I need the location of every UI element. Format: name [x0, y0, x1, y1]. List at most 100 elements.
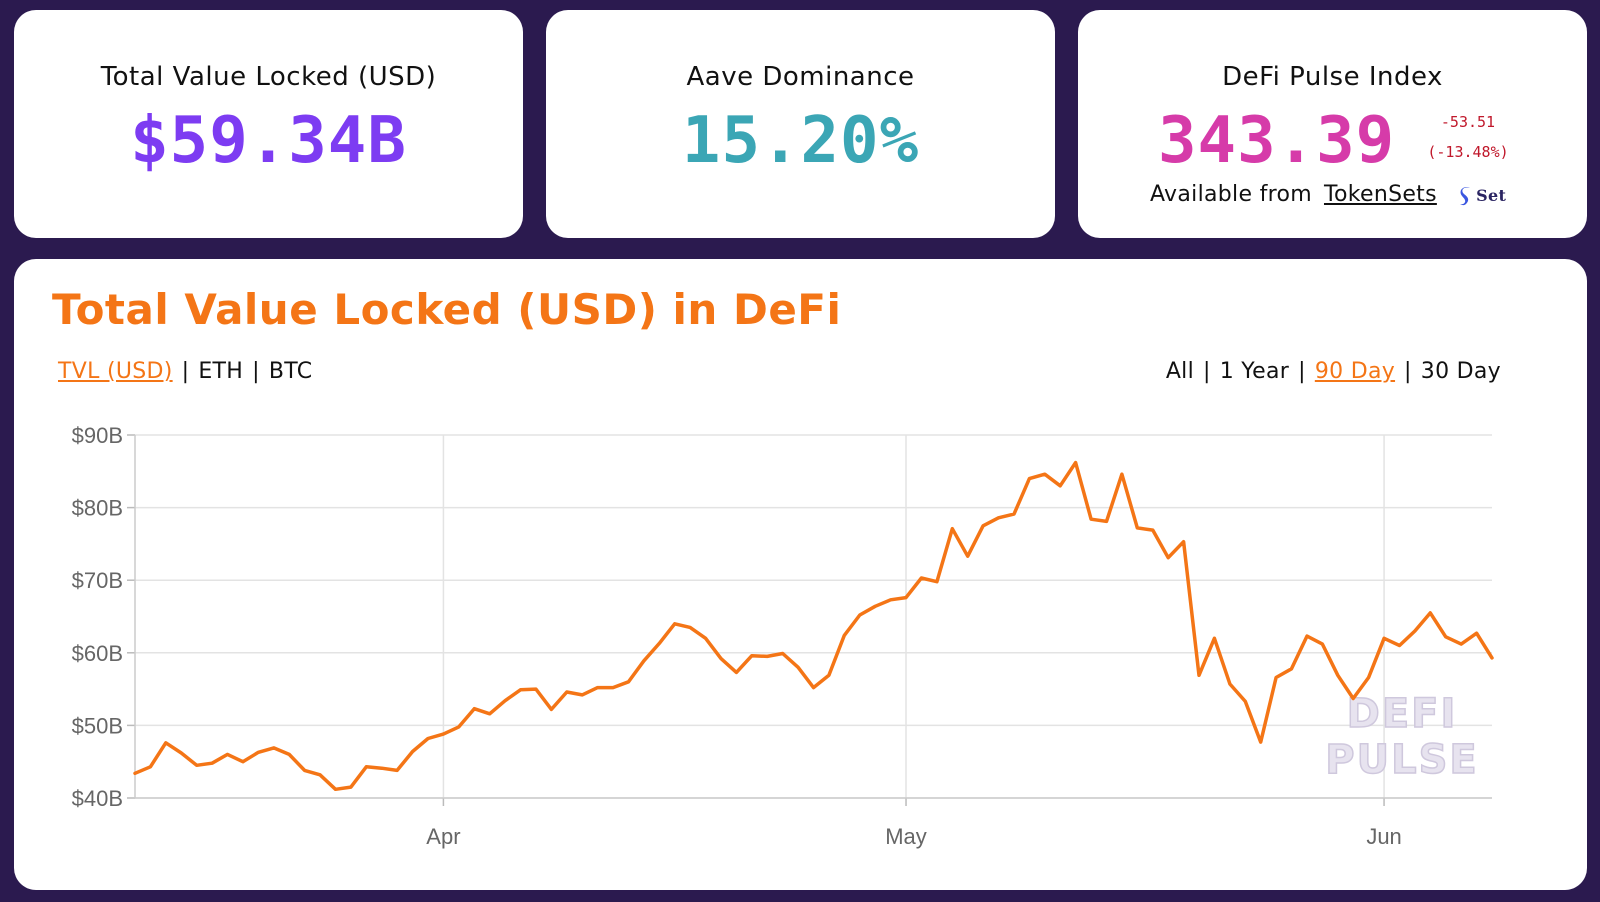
tvl-data-point — [287, 752, 291, 756]
toggle-btc[interactable]: BTC — [268, 359, 313, 384]
tvl-data-point — [1305, 634, 1309, 638]
tvl-data-point — [411, 750, 415, 754]
separator: | — [252, 359, 260, 384]
tvl-data-point — [1074, 461, 1078, 465]
tvl-data-point — [1135, 526, 1139, 530]
tvl-data-point — [179, 751, 183, 755]
tvl-data-point — [919, 576, 923, 580]
tvl-data-point — [858, 613, 862, 617]
y-tick-label: $40B — [72, 786, 123, 811]
watermark-line-2: PULSE — [1325, 737, 1478, 783]
tvl-data-point — [364, 765, 368, 769]
tvl-data-point — [642, 659, 646, 663]
tvl-data-point — [812, 686, 816, 690]
y-tick-label: $90B — [72, 423, 123, 448]
dpi-label: DeFi Pulse Index — [1222, 62, 1443, 92]
tvl-data-point — [565, 690, 569, 694]
tvl-data-point — [704, 636, 708, 640]
toggle-range-90-day[interactable]: 90 Day — [1314, 359, 1396, 384]
tvl-data-point — [164, 741, 168, 745]
tvl-data-point — [1444, 635, 1448, 639]
tvl-data-point — [1105, 519, 1109, 523]
dpi-available-text: Available from — [1150, 182, 1312, 207]
tvl-data-point — [781, 652, 785, 656]
tvl-data-point — [534, 687, 538, 691]
tvl-data-point — [750, 654, 754, 658]
tvl-data-point — [796, 665, 800, 669]
separator: | — [1203, 359, 1211, 384]
dpi-change-absolute: -53.51 — [1440, 113, 1496, 131]
tvl-data-point — [1058, 484, 1062, 488]
tvl-data-point — [472, 707, 476, 711]
x-tick-label: Apr — [426, 824, 460, 849]
aave-dominance-label: Aave Dominance — [686, 62, 915, 92]
tvl-data-point — [1336, 673, 1340, 677]
tvl-data-point — [133, 771, 137, 775]
tvl-data-point — [1151, 528, 1155, 532]
tvl-data-point — [688, 625, 692, 629]
tvl-data-point — [426, 737, 430, 741]
tvl-data-point — [210, 761, 214, 765]
defi-pulse-watermark: DEFI PULSE — [1325, 690, 1478, 784]
tvl-data-point — [1120, 472, 1124, 476]
tvl-data-point — [1182, 540, 1186, 544]
chart-axes: $90B $80B $70B $60B $50B $40B Apr May Jun — [72, 423, 1492, 849]
tvl-data-point — [380, 766, 384, 770]
tvl-data-point — [950, 527, 954, 531]
tvl-data-point — [441, 732, 445, 736]
tvl-data-point — [1428, 611, 1432, 615]
toggle-tvl-usd[interactable]: TVL (USD) — [58, 359, 173, 384]
tvl-data-point — [873, 604, 877, 608]
tvl-data-point — [904, 596, 908, 600]
tvl-data-point — [935, 580, 939, 584]
tvl-data-point — [734, 670, 738, 674]
tvl-data-point — [1012, 512, 1016, 516]
tvl-data-point — [519, 688, 523, 692]
tvl-data-point — [1228, 682, 1232, 686]
tvl-data-point — [241, 760, 245, 764]
tvl-data-point — [1459, 642, 1463, 646]
tvl-data-point — [318, 773, 322, 777]
tvl-data-point — [256, 750, 260, 754]
tvl-data-point — [1027, 477, 1031, 481]
tvl-data-point — [226, 752, 230, 756]
tokensets-link[interactable]: TokenSets — [1323, 182, 1437, 207]
tvl-data-point — [1398, 644, 1402, 648]
tvl-data-point — [349, 785, 353, 789]
tvl-data-point — [842, 633, 846, 637]
tvl-data-point — [148, 765, 152, 769]
tvl-data-point — [719, 657, 723, 661]
toggle-range-1-year[interactable]: 1 Year — [1219, 359, 1290, 384]
chart-grid — [135, 434, 1492, 799]
tvl-data-point — [1490, 656, 1494, 660]
tvl-data-point — [765, 654, 769, 658]
tvl-chart-card: DEFI PULSE $90B $80B $70B $60B $50B $40B Apr Ma… — [14, 259, 1587, 890]
set-logo-icon[interactable]: Set — [1458, 183, 1506, 208]
tvl-data-point — [827, 673, 831, 677]
toggle-range-30-day[interactable]: 30 Day — [1420, 359, 1501, 384]
aave-dominance-card: Aave Dominance 15.20% — [546, 10, 1055, 238]
metric-toggle-group: TVL (USD) | ETH | BTC — [58, 359, 312, 384]
tvl-data-point — [1382, 636, 1386, 640]
x-tick-label: May — [885, 824, 927, 849]
tvl-data-point — [488, 712, 492, 716]
separator: | — [1404, 359, 1412, 384]
tvl-chart: DEFI PULSE $90B $80B $70B $60B $50B $40B Apr Ma… — [72, 423, 1494, 849]
y-tick-label: $50B — [72, 713, 123, 738]
y-tick-label: $60B — [72, 641, 123, 666]
tvl-data-point — [1290, 667, 1294, 671]
tvl-data-point — [1043, 472, 1047, 476]
tvl-data-point — [596, 686, 600, 690]
toggle-range-all[interactable]: All — [1165, 359, 1194, 384]
tvl-data-point — [627, 680, 631, 684]
dpi-card: DeFi Pulse Index 343.39 -53.51 (-13.48%)… — [1078, 10, 1587, 238]
tvl-data-point — [997, 516, 1001, 520]
tvl-data-point — [611, 686, 615, 690]
tvl-data-point — [1197, 673, 1201, 677]
toggle-eth[interactable]: ETH — [198, 359, 244, 384]
dpi-value: 343.39 — [1158, 104, 1396, 178]
tvl-data-point — [1351, 697, 1355, 701]
tvl-data-point — [395, 768, 399, 772]
tvl-data-point — [1367, 676, 1371, 680]
tvl-data-point — [1413, 629, 1417, 633]
